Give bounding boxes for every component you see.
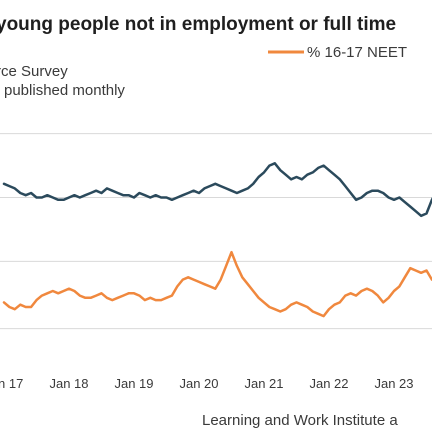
x-tick-label: Jan 21 <box>244 376 283 391</box>
x-tick-label: Jan 20 <box>179 376 218 391</box>
legend: % 16-17 NEET <box>268 44 407 61</box>
source-note: Learning and Work Institute a <box>202 412 398 429</box>
plot-area <box>2 162 432 318</box>
x-axis: n 17 Jan 18 Jan 19 Jan 20 Jan 21 Jan 22 Jan 23 <box>0 376 414 391</box>
x-tick-label: Jan 22 <box>309 376 348 391</box>
chart-title: young people not in employment or full t… <box>0 14 396 35</box>
x-tick-label: Jan 23 <box>374 376 413 391</box>
gridlines <box>0 133 432 330</box>
chart-subtitle-line-1: rce Survey <box>0 63 68 80</box>
chart-subtitle-line-2: published monthly <box>4 82 125 99</box>
series-line-neet <box>2 250 432 318</box>
x-tick-label: Jan 19 <box>114 376 153 391</box>
legend-label: % 16-17 NEET <box>307 44 407 61</box>
x-tick-label: n 17 <box>0 376 23 391</box>
x-tick-label: Jan 18 <box>49 376 88 391</box>
series-line-dark <box>2 162 432 218</box>
